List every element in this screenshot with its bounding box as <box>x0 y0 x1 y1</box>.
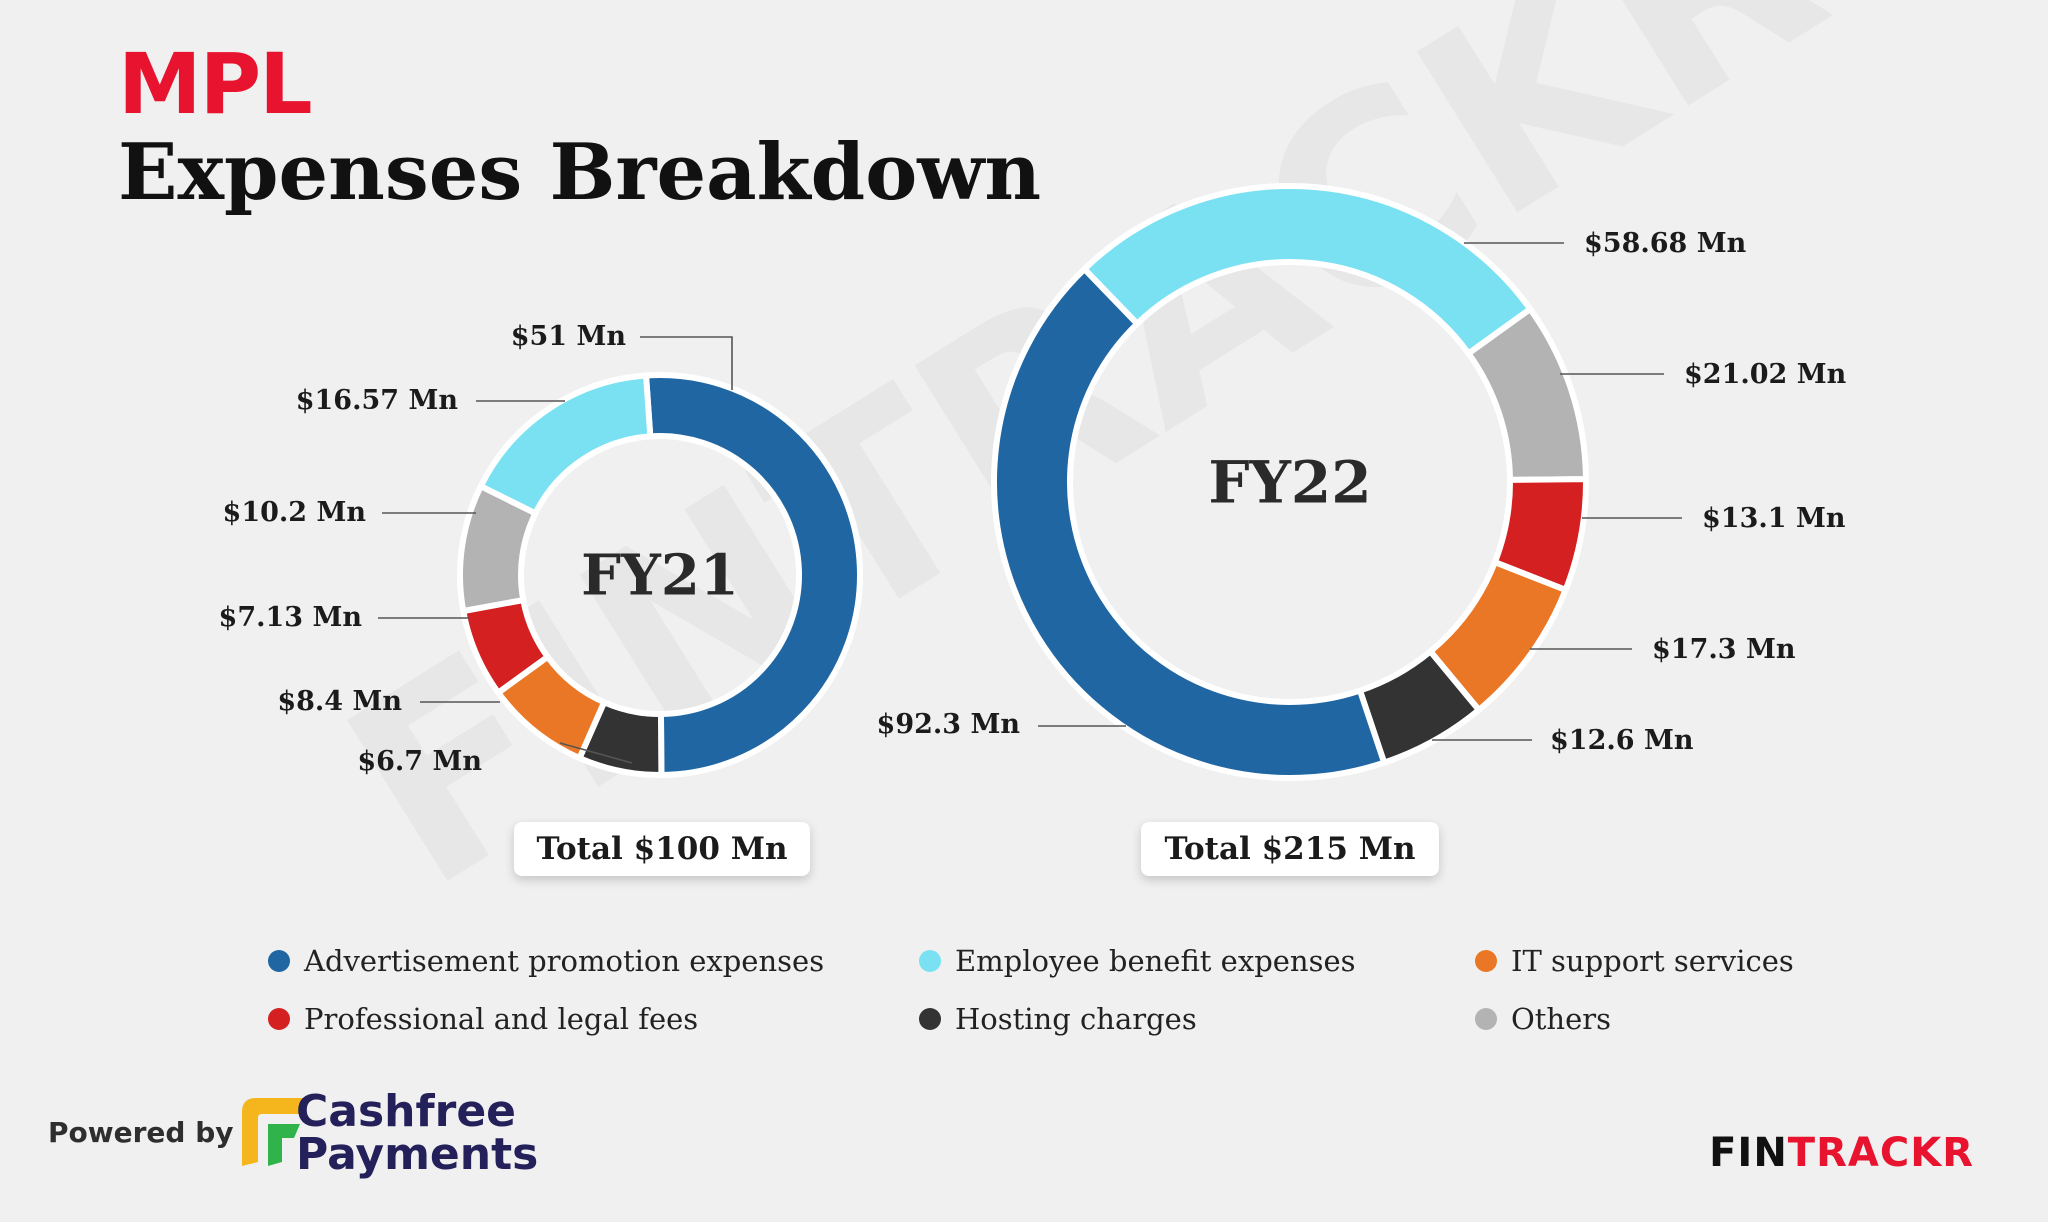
cashfree-word: Cashfree <box>296 1086 517 1137</box>
legend-label: Professional and legal fees <box>304 1002 699 1036</box>
data-label: $7.13 Mn <box>219 602 363 633</box>
legend-item: Others <box>1475 1002 1611 1036</box>
data-label: $51 Mn <box>511 321 627 352</box>
data-label: $10.2 Mn <box>223 497 367 528</box>
leader-line <box>640 336 733 390</box>
legend-swatch <box>919 950 941 972</box>
cashfree-payments-logo: Cashfree Payments <box>296 1086 539 1180</box>
data-label: $8.4 Mn <box>277 686 402 717</box>
data-label: $6.7 Mn <box>357 746 482 777</box>
legend-swatch <box>268 950 290 972</box>
powered-by-label: Powered by <box>48 1116 234 1149</box>
fintrackr-logo: FINTRACKR <box>1709 1130 1974 1176</box>
donut-slice <box>477 372 654 517</box>
legend-item: IT support services <box>1475 944 1794 978</box>
mpl-logo: MPL <box>118 35 313 133</box>
donut-slice <box>991 266 1388 781</box>
cashfree-logo-icon <box>242 1098 310 1166</box>
data-label: $13.1 Mn <box>1702 503 1846 534</box>
legend-label: Hosting charges <box>955 1002 1197 1036</box>
donut-slice <box>643 372 863 778</box>
fy21-total-badge: Total $100 Mn <box>514 822 810 876</box>
leader-line <box>559 742 633 764</box>
fy22-total-badge: Total $215 Mn <box>1141 822 1439 876</box>
legend-swatch <box>1475 1008 1497 1030</box>
data-label: $16.57 Mn <box>296 385 459 416</box>
data-label: $17.3 Mn <box>1652 634 1796 665</box>
donut-slice <box>1081 183 1534 357</box>
data-label: $92.3 Mn <box>877 709 1021 740</box>
payments-word: Payments <box>296 1129 539 1180</box>
legend-item: Hosting charges <box>919 1002 1197 1036</box>
data-label: $58.68 Mn <box>1584 228 1747 259</box>
legend-label: Advertisement promotion expenses <box>304 944 825 978</box>
legend-label: IT support services <box>1511 944 1794 978</box>
center-label: FY21 <box>581 543 739 609</box>
data-label: $12.6 Mn <box>1550 725 1694 756</box>
legend: Advertisement promotion expenses Employe… <box>268 944 1794 1054</box>
center-label: FY22 <box>1208 448 1371 516</box>
data-label: $21.02 Mn <box>1684 359 1847 390</box>
legend-swatch <box>1475 950 1497 972</box>
legend-item: Advertisement promotion expenses <box>268 944 824 978</box>
legend-label: Others <box>1511 1002 1612 1036</box>
legend-swatch <box>268 1008 290 1030</box>
page-title: Expenses Breakdown <box>118 127 1042 218</box>
legend-swatch <box>919 1008 941 1030</box>
legend-label: Employee benefit expenses <box>955 944 1356 978</box>
legend-item: Employee benefit expenses <box>919 944 1356 978</box>
legend-item: Professional and legal fees <box>268 1002 698 1036</box>
fintrackr-logo-part2: TRACKR <box>1787 1130 1974 1176</box>
fintrackr-logo-part1: FIN <box>1709 1130 1788 1176</box>
